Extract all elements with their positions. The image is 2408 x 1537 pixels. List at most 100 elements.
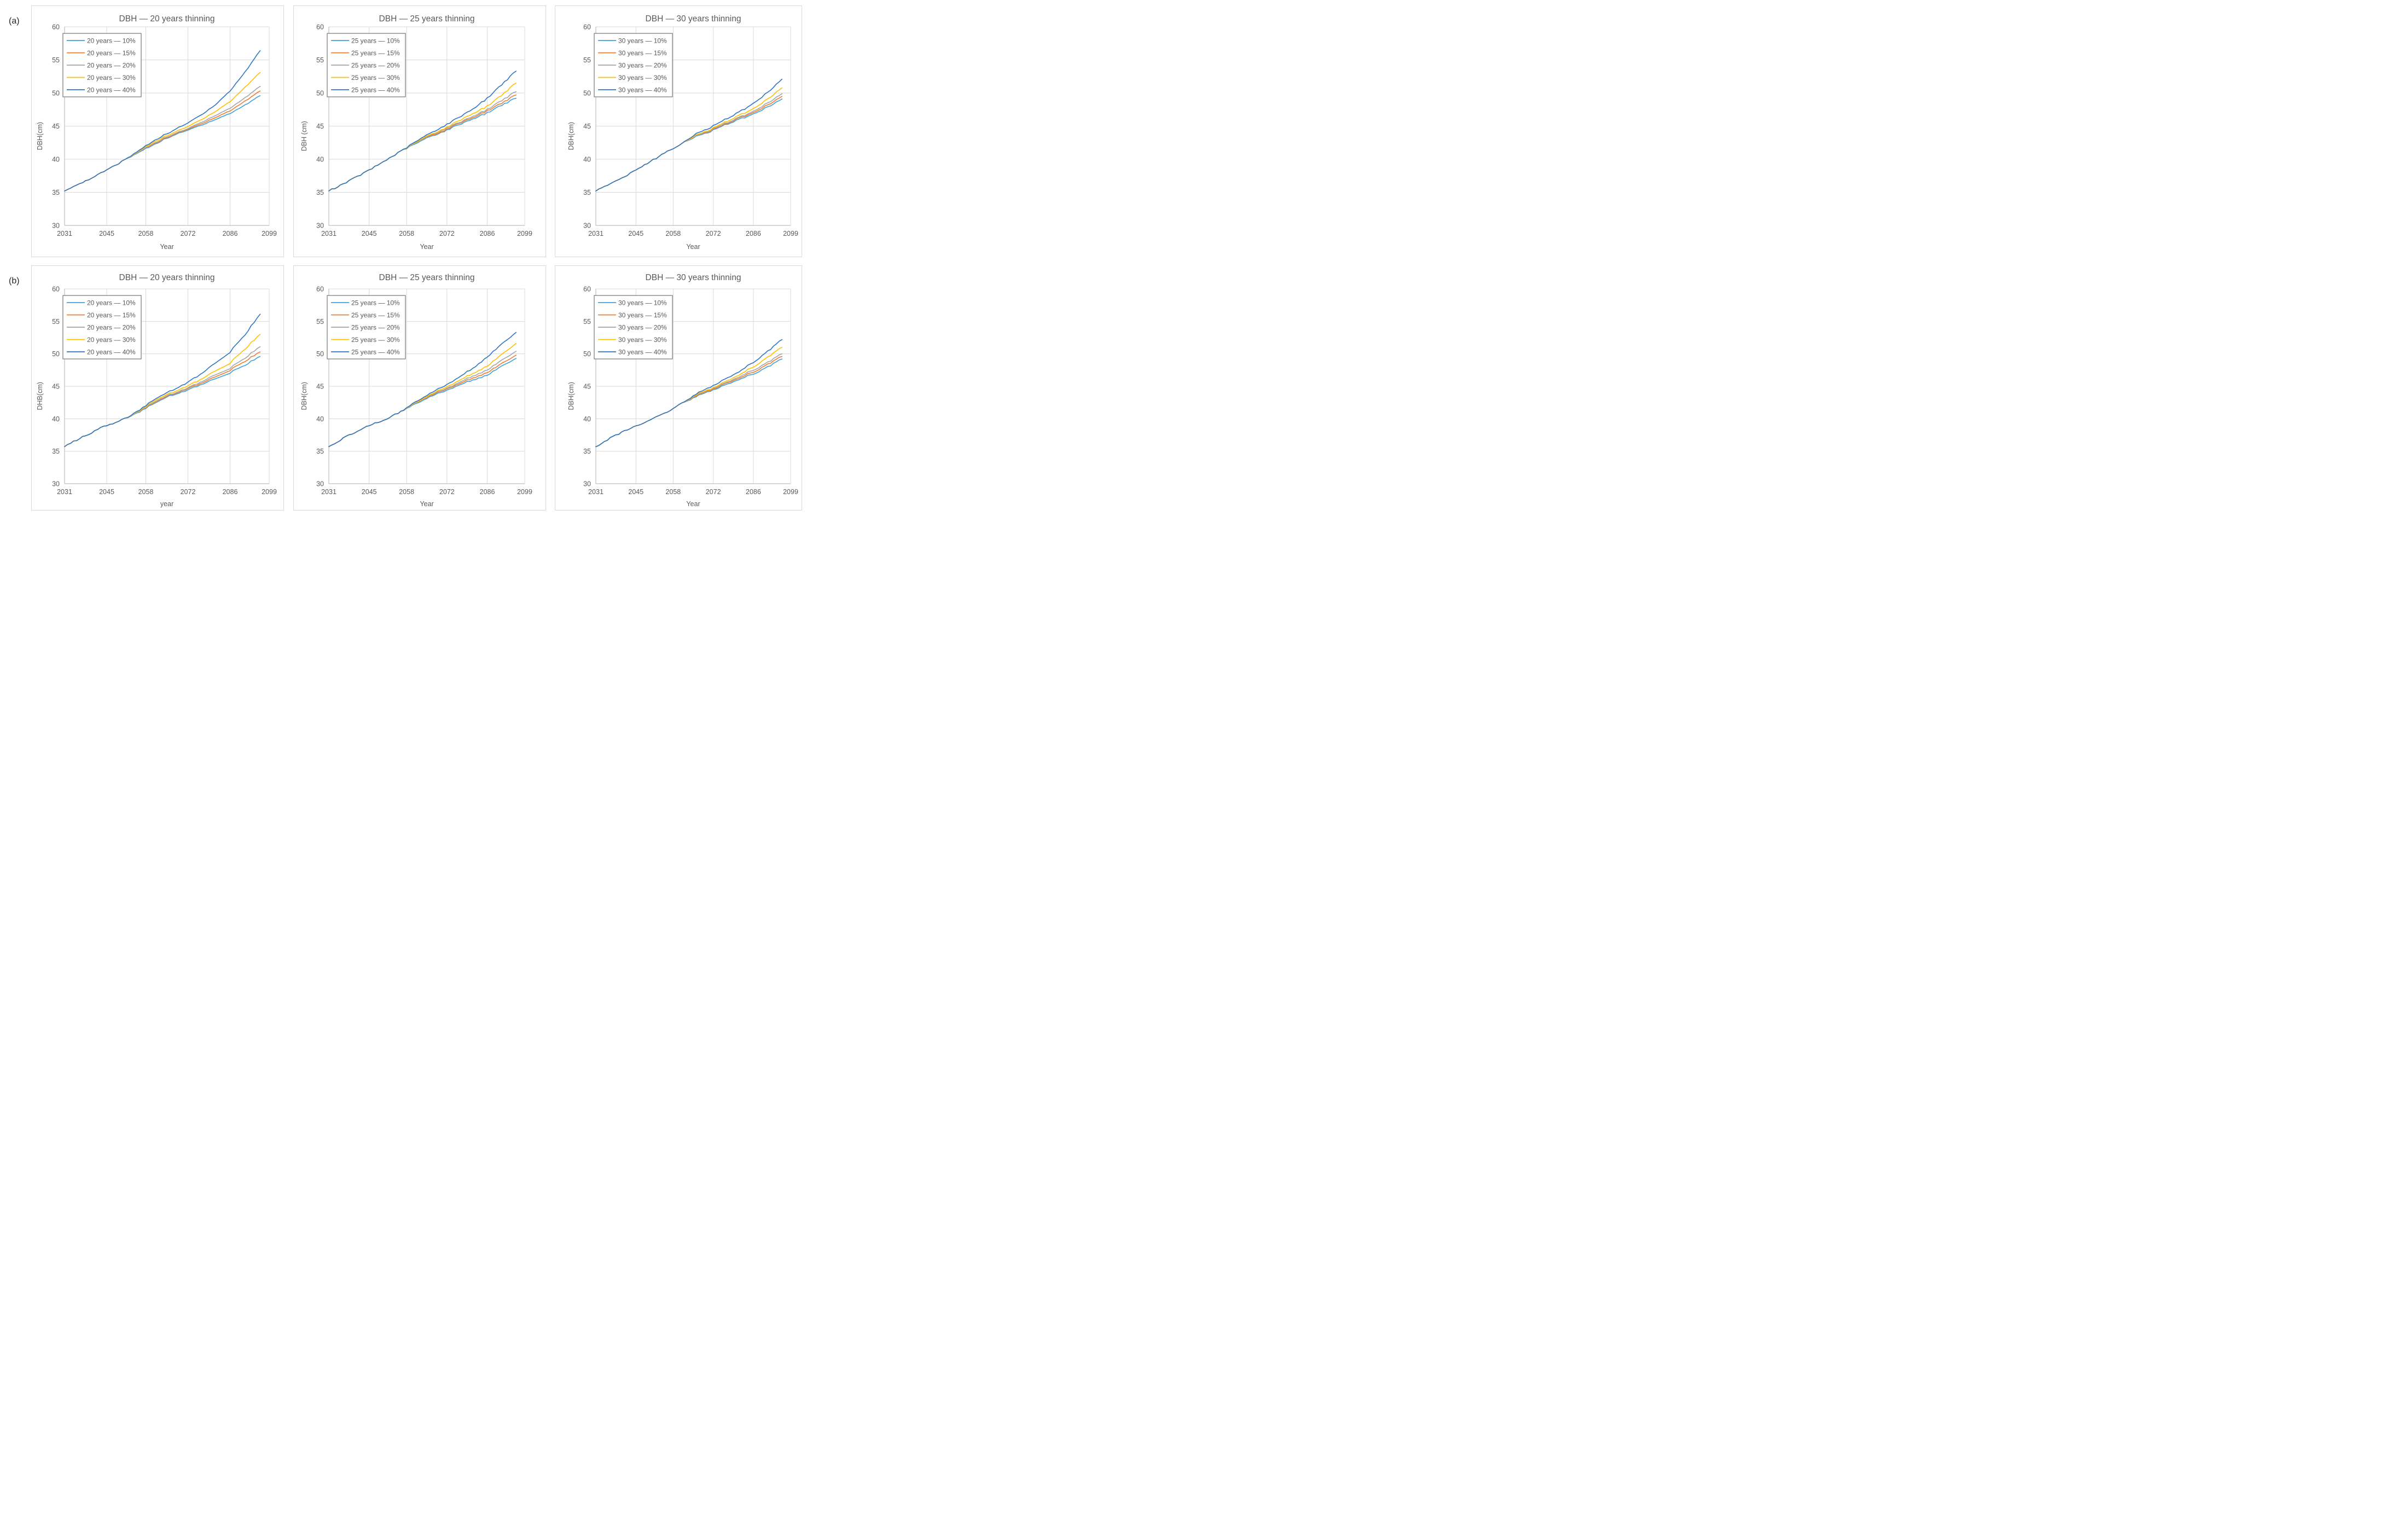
legend-label: 20 years — 30% — [87, 336, 136, 344]
y-tick-label: 45 — [52, 383, 60, 391]
chart-panel-a-20: DBH — 20 years thinning 30 35 40 45 50 55 60 203… — [31, 5, 284, 257]
y-tick-label: 40 — [52, 156, 60, 164]
y-tick-label: 55 — [52, 318, 60, 326]
x-tick-label: 2086 — [223, 230, 238, 237]
legend-label: 20 years — 10% — [87, 299, 136, 306]
legend-label: 30 years — 20% — [618, 323, 667, 331]
y-axis-label: DBH(cm) — [300, 382, 308, 410]
chart-svg-b-30: DBH — 30 years thinning 30 35 40 45 50 55 60 203… — [567, 273, 798, 508]
x-tick-label: 2031 — [588, 230, 604, 237]
y-tick-label: 60 — [583, 24, 591, 31]
x-tick-label: 2099 — [783, 230, 798, 237]
y-tick-label: 45 — [52, 123, 60, 130]
x-tick-label: 2086 — [480, 230, 495, 237]
legend-label: 25 years — 10% — [351, 37, 400, 44]
x-tick-label: 2072 — [181, 230, 196, 237]
series-line-a-20-3 — [64, 86, 261, 192]
row-label-a: (a) — [9, 16, 20, 26]
y-tick-label: 40 — [316, 415, 324, 423]
x-tick-label: 2072 — [181, 488, 196, 496]
y-axis-label: DBH(cm) — [36, 122, 44, 150]
series-line-b-30-5 — [595, 339, 783, 448]
legend-label: 30 years — 20% — [618, 61, 667, 69]
x-tick-label: 2072 — [706, 230, 721, 237]
y-axis-label: DBH (cm) — [300, 121, 308, 151]
y-tick-label: 35 — [52, 448, 60, 455]
x-tick-label: 2045 — [99, 230, 114, 237]
legend-b-30: 30 years — 10% 30 years — 15% 30 years — 2… — [594, 295, 673, 359]
x-tick-label: 2099 — [783, 488, 798, 496]
legend-label: 25 years — 15% — [351, 49, 400, 57]
y-tick-label: 60 — [316, 286, 324, 293]
x-axis-label: year — [160, 500, 173, 508]
legend-label: 20 years — 10% — [87, 37, 136, 44]
x-tick-label: 2086 — [480, 488, 495, 496]
x-tick-label: 2099 — [517, 488, 532, 496]
y-tick-label: 40 — [52, 415, 60, 423]
x-axis-label: Year — [420, 500, 433, 508]
legend-label: 30 years — 15% — [618, 49, 667, 57]
x-tick-label: 2099 — [517, 230, 532, 237]
series-line-a-20-5 — [64, 50, 261, 192]
y-tick-label: 45 — [316, 123, 324, 130]
y-tick-label: 50 — [52, 90, 60, 97]
legend-label: 20 years — 15% — [87, 49, 136, 57]
series-line-a-30-5 — [595, 78, 783, 192]
x-tick-label: 2072 — [706, 488, 721, 496]
legend-label: 25 years — 15% — [351, 311, 400, 319]
y-tick-label: 45 — [583, 383, 591, 391]
x-tick-label: 2058 — [665, 488, 681, 496]
y-tick-label: 60 — [52, 286, 60, 293]
legend-a-20: 20 years — 10% 20 years — 15% 20 years — 2… — [62, 33, 142, 97]
legend-label: 25 years — 20% — [351, 323, 400, 331]
x-tick-label: 2072 — [439, 230, 455, 237]
legend-label: 30 years — 15% — [618, 311, 667, 319]
x-tick-label: 2045 — [362, 488, 377, 496]
x-tick-label: 2045 — [362, 230, 377, 237]
y-tick-label: 35 — [583, 189, 591, 196]
chart-title: DBH — 20 years thinning — [119, 273, 215, 282]
row-label-b: (b) — [9, 276, 20, 286]
chart-panel-b-20: DBH — 20 years thinning 30 35 40 45 50 55 60 203… — [31, 265, 284, 511]
y-tick-label: 30 — [316, 222, 324, 230]
legend-a-30: 30 years — 10% 30 years — 15% 30 years — 2… — [594, 33, 673, 97]
legend-label: 25 years — 30% — [351, 336, 400, 344]
legend-label: 20 years — 20% — [87, 61, 136, 69]
x-tick-label: 2058 — [399, 230, 414, 237]
x-tick-label: 2086 — [746, 488, 761, 496]
legend-label: 20 years — 40% — [87, 86, 136, 94]
series-line-b-20-5 — [64, 314, 261, 448]
x-tick-label: 2045 — [99, 488, 114, 496]
y-tick-label: 30 — [316, 480, 324, 488]
y-tick-label: 50 — [583, 90, 591, 97]
y-tick-label: 40 — [316, 156, 324, 164]
y-tick-label: 45 — [316, 383, 324, 391]
y-tick-label: 30 — [583, 480, 591, 488]
y-axis-label: DHB(cm) — [36, 382, 44, 410]
legend-label: 30 years — 30% — [618, 74, 667, 82]
chart-svg-a-20: DBH — 20 years thinning 30 35 40 45 50 55 60 203… — [36, 14, 277, 251]
chart-title: DBH — 30 years thinning — [646, 14, 741, 24]
y-tick-label: 60 — [583, 286, 591, 293]
chart-svg-a-30: DBH — 30 years thinning 30 35 40 45 50 55 60 203… — [567, 14, 798, 251]
y-tick-label: 55 — [316, 56, 324, 64]
y-tick-label: 35 — [316, 448, 324, 455]
legend-b-25: 25 years — 10% 25 years — 15% 25 years — 2… — [327, 295, 406, 359]
x-tick-label: 2058 — [665, 230, 681, 237]
chart-panel-b-30: DBH — 30 years thinning 30 35 40 45 50 55 60 203… — [555, 265, 802, 511]
series-line-b-25-5 — [328, 332, 517, 448]
y-tick-label: 45 — [583, 123, 591, 130]
y-tick-label: 50 — [583, 350, 591, 358]
y-tick-label: 30 — [52, 222, 60, 230]
x-tick-label: 2099 — [262, 230, 277, 237]
chart-title: DBH — 25 years thinning — [379, 273, 475, 282]
x-axis-label: Year — [686, 243, 700, 251]
y-tick-label: 40 — [583, 156, 591, 164]
x-tick-label: 2031 — [321, 488, 336, 496]
chart-title: DBH — 25 years thinning — [379, 14, 475, 24]
legend-label: 30 years — 40% — [618, 86, 667, 94]
x-tick-label: 2031 — [588, 488, 604, 496]
series-line-b-25-1 — [328, 358, 517, 448]
y-tick-label: 50 — [52, 350, 60, 358]
legend-label: 25 years — 40% — [351, 348, 400, 356]
